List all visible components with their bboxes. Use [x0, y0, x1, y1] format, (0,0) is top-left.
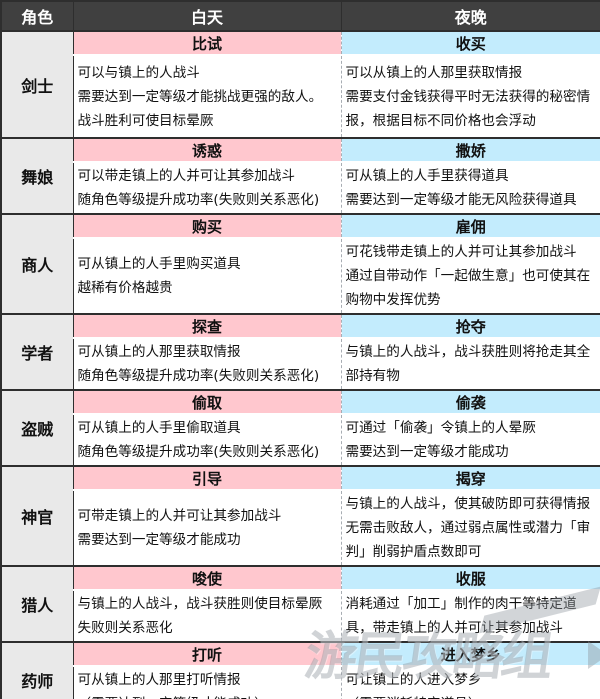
day-skill-cell: 购买	[73, 213, 341, 239]
night-skill-cell: 揭穿	[340, 465, 600, 491]
header-night: 夜晚	[340, 0, 600, 32]
day-desc-cell: 可以带走镇上的人并可让其参加战斗 随角色等级提升成功率(失败则关系恶化)	[73, 162, 341, 214]
skill-row: 剑士 比试 收买	[1, 30, 600, 138]
desc-row: 可从镇上的人手里偷取道具 随角色等级提升成功率(失败则关系恶化) 可通过「偷袭」…	[1, 414, 600, 466]
desc-row: 可以带走镇上的人并可让其参加战斗 随角色等级提升成功率(失败则关系恶化) 可从镇…	[1, 162, 600, 214]
desc-row: 可从镇上的人那里获取情报 随角色等级提升成功率(失败则关系恶化) 与镇上的人战斗…	[1, 338, 600, 390]
night-skill-cell: 收服	[340, 565, 600, 591]
night-desc-cell: 可通过「偷袭」令镇上的人晕厥 需要达到一定等级才能成功	[340, 414, 600, 466]
night-skill-cell: 收买	[340, 30, 600, 56]
day-skill-cell: 探查	[73, 313, 341, 339]
header-role: 角色	[0, 0, 74, 32]
day-desc-cell: 可从镇上的人那里获取情报 随角色等级提升成功率(失败则关系恶化)	[73, 338, 341, 390]
role-cell-apothecary: 药师	[1, 641, 74, 699]
night-skill-cell: 进入梦乡	[340, 641, 600, 667]
night-desc-cell: 可从镇上的人手里获得道具 需要达到一定等级才能无风险获得道具	[340, 162, 600, 214]
header-day: 白天	[72, 0, 342, 32]
night-skill-cell: 偷袭	[340, 389, 600, 415]
day-skill-cell: 比试	[73, 30, 341, 56]
desc-row: 与镇上的人战斗，战斗获胜则使目标晕厥 失败则关系恶化 消耗通过「加工」制作的肉干…	[1, 590, 600, 642]
night-desc-cell: 消耗通过「加工」制作的肉干等特定道具，带走镇上的人并可让其参加战斗	[340, 590, 600, 642]
skill-row: 商人 购买 雇佣	[1, 213, 600, 314]
role-cell-merchant: 商人	[1, 213, 74, 314]
role-cell-dancer: 舞娘	[1, 137, 74, 214]
role-cell-priest: 神官	[1, 465, 74, 566]
skill-row: 学者 探查 抢夺	[1, 313, 600, 390]
skill-row: 盗贼 偷取 偷袭	[1, 389, 600, 466]
night-skill-cell: 抢夺	[340, 313, 600, 339]
desc-row: 可从镇上的人那里打听情报 （需要达到一定等级才能成功） 可让镇上的人进入梦乡 （…	[1, 666, 600, 699]
day-skill-cell: 诱惑	[73, 137, 341, 163]
night-skill-cell: 撒娇	[340, 137, 600, 163]
day-desc-cell: 可带走镇上的人并可让其参加战斗 需要达到一定等级才能成功	[73, 490, 341, 566]
day-desc-cell: 可以与镇上的人战斗 需要达到一定等级才能挑战更强的敌人。 战斗胜利可使目标晕厥	[73, 55, 341, 138]
skill-row: 舞娘 诱惑 撒娇	[1, 137, 600, 214]
day-skill-cell: 引导	[73, 465, 341, 491]
role-cell-scholar: 学者	[1, 313, 74, 390]
night-desc-cell: 与镇上的人战斗，战斗获胜则将抢走其全部持有物	[340, 338, 600, 390]
role-cell-hunter: 猎人	[1, 565, 74, 642]
night-desc-cell: 可以从镇上的人那里获取情报 需要支付金钱获得平时无法获得的秘密情报，根据目标不同…	[340, 55, 600, 138]
night-desc-cell: 与镇上的人战斗，使其破防即可获得情报 无需击败敌人，通过弱点属性或潜力「审判」削…	[340, 490, 600, 566]
header-row: 角色 白天 夜晚	[0, 0, 600, 32]
desc-row: 可带走镇上的人并可让其参加战斗 需要达到一定等级才能成功 与镇上的人战斗，使其破…	[1, 490, 600, 566]
night-skill-cell: 雇佣	[340, 213, 600, 239]
day-desc-cell: 可从镇上的人手里偷取道具 随角色等级提升成功率(失败则关系恶化)	[73, 414, 341, 466]
day-skill-cell: 打听	[73, 641, 341, 667]
desc-row: 可从镇上的人手里购买道具 越稀有价格越贵 可花钱带走镇上的人并可让其参加战斗 通…	[1, 238, 600, 314]
desc-row: 可以与镇上的人战斗 需要达到一定等级才能挑战更强的敌人。 战斗胜利可使目标晕厥 …	[1, 55, 600, 138]
night-desc-cell: 可让镇上的人进入梦乡 （需要消耗特定道具）	[340, 666, 600, 699]
role-cell-thief: 盗贼	[1, 389, 74, 466]
night-desc-cell: 可花钱带走镇上的人并可让其参加战斗 通过自带动作「一起做生意」也可使其在购物中发…	[340, 238, 600, 314]
day-skill-cell: 偷取	[73, 389, 341, 415]
skill-row: 猎人 唆使 收服	[1, 565, 600, 642]
day-desc-cell: 与镇上的人战斗，战斗获胜则使目标晕厥 失败则关系恶化	[73, 590, 341, 642]
day-skill-cell: 唆使	[73, 565, 341, 591]
skill-row: 神官 引导 揭穿	[1, 465, 600, 566]
role-cell-swordsman: 剑士	[1, 30, 74, 138]
day-desc-cell: 可从镇上的人手里购买道具 越稀有价格越贵	[73, 238, 341, 314]
skill-row: 药师 打听 进入梦乡	[1, 641, 600, 699]
day-desc-cell: 可从镇上的人那里打听情报 （需要达到一定等级才能成功）	[73, 666, 341, 699]
